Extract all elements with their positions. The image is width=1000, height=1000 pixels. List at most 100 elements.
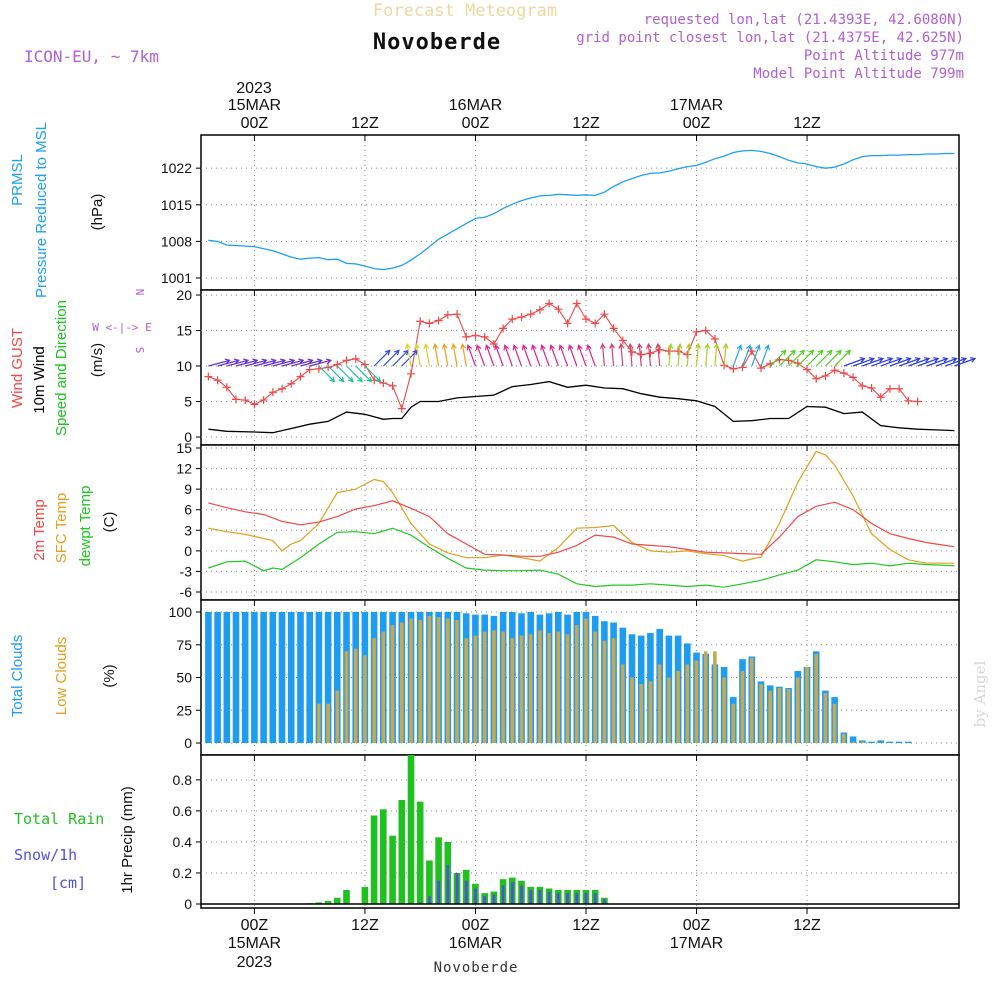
ytick-label-wind-0: 0	[184, 429, 192, 445]
low-cloud-bar-38	[556, 631, 561, 743]
low-cloud-bar-36	[538, 630, 542, 743]
low-cloud-bar-44	[611, 638, 616, 743]
gust-marker-16	[351, 354, 360, 363]
low-cloud-bar-66	[814, 653, 818, 743]
low-cloud-bar-62	[777, 688, 782, 743]
total-cloud-bar-4	[241, 612, 249, 743]
wind-direction-arrow-34	[512, 344, 523, 367]
wind-direction-arrow-1	[217, 358, 240, 367]
bottom-time-label-0: 00Z	[241, 917, 269, 934]
wind-direction-arrow-58	[742, 344, 752, 367]
low-cloud-bar-14	[335, 690, 340, 743]
ytick-label-temperature-7: 15	[176, 440, 192, 456]
wind-direction-arrow-23	[414, 343, 421, 367]
gust-marker-22	[406, 369, 415, 378]
ytick-label-pressure-1: 1008	[161, 233, 192, 249]
total-cloud-bar-7	[269, 612, 277, 743]
gust-marker-27	[453, 310, 462, 319]
snow-bar-27	[557, 893, 560, 904]
low-cloud-bar-18	[372, 638, 376, 743]
gust-marker-1	[213, 376, 222, 385]
wind-direction-arrow-22	[405, 343, 412, 367]
wind-direction-arrow-68	[834, 349, 852, 367]
gust-marker-45	[618, 336, 627, 345]
footer-location: Novoberde	[434, 960, 519, 976]
rain-bar-4	[343, 890, 350, 904]
ytick-label-temperature-6: 12	[176, 461, 192, 477]
ytick-label-temperature-3: 3	[184, 522, 192, 538]
meteogram-title: Forecast Meteogram	[373, 1, 557, 21]
rain-bar-14	[435, 837, 442, 904]
rain-bar-6	[361, 886, 369, 904]
wind-direction-arrow-67	[825, 349, 842, 367]
wind-direction-arrow-18	[373, 349, 391, 367]
gust-marker-66	[812, 374, 821, 383]
requested-coords: requested lon,lat (21.4393E, 42.6080N)	[644, 12, 964, 28]
wind-direction-arrow-3	[235, 358, 259, 367]
low-cloud-bar-32	[501, 631, 505, 743]
wind-direction-arrow-53	[695, 342, 701, 367]
top-time-label-1: 12Z	[351, 115, 379, 132]
wind-direction-arrow-59	[751, 344, 761, 367]
snow-bar-23	[520, 885, 523, 904]
gust-marker-23	[416, 317, 425, 326]
gust-marker-54	[701, 326, 710, 335]
wind-direction-arrow-79	[935, 357, 958, 367]
low-cloud-bar-64	[796, 677, 800, 743]
top-date-label-2: 16MAR	[449, 97, 502, 114]
bottom-time-label-1: 12Z	[351, 917, 379, 934]
wind-direction-arrow-62	[778, 349, 796, 367]
gust-marker-37	[545, 299, 554, 308]
wind-direction-arrow-49	[655, 342, 662, 367]
low-cloud-bar-12	[317, 703, 321, 743]
top-year-label: 2023	[236, 80, 272, 97]
low-cloud-bar-47	[639, 684, 643, 743]
wind-direction-arrow-72	[871, 357, 894, 367]
ytick-label-temperature-2: 0	[184, 543, 192, 559]
wind-direction-arrow-26	[441, 343, 449, 367]
top-time-label-0: 00Z	[241, 115, 269, 132]
ytick-label-clouds-1: 25	[176, 702, 192, 718]
snow-label: Snow/1h	[14, 846, 77, 864]
panel-temperature: -6 -3 0 3 6 9 12 15	[176, 440, 960, 601]
low-cloud-bar-15	[344, 651, 349, 743]
gust-marker-75	[895, 384, 904, 393]
gust-marker-7	[268, 388, 277, 397]
model-altitude: Model Point Altitude 799m	[753, 66, 964, 82]
sfc-temp-line	[208, 450, 955, 564]
snow-bar-30	[584, 893, 588, 904]
gust-marker-68	[830, 366, 839, 375]
wind-direction-arrow-45	[618, 342, 625, 367]
ytick-label-clouds-3: 75	[176, 637, 192, 653]
gust-marker-76	[904, 396, 913, 405]
wind-direction-arrow-6	[263, 358, 287, 367]
low-cloud-bar-22	[409, 618, 413, 743]
wind-direction-arrow-14	[336, 365, 354, 383]
pressure-unit: (hPa)	[89, 194, 106, 231]
low-cloud-bar-46	[630, 677, 634, 743]
wind-direction-arrow-31	[485, 344, 495, 367]
gust-marker-48	[646, 349, 655, 358]
snow-bar-19	[483, 896, 486, 904]
gust-marker-71	[858, 381, 867, 390]
compass-west-east: W <-|-> E	[92, 321, 152, 334]
gust-marker-67	[821, 371, 830, 380]
gust-marker-73	[876, 393, 885, 402]
wind-direction-arrow-5	[254, 358, 277, 367]
top-time-label-5: 12Z	[793, 115, 821, 132]
low-cloud-bar-71	[860, 741, 865, 743]
gust-marker-41	[581, 315, 590, 324]
wind-direction-arrow-41	[577, 344, 587, 367]
low-cloud-bar-13	[326, 703, 330, 743]
gust-marker-40	[572, 299, 581, 308]
wind-direction-arrow-44	[609, 342, 615, 367]
low-cloud-bar-17	[363, 655, 367, 743]
gust-marker-6	[259, 396, 268, 405]
low-cloud-bar-25	[436, 617, 441, 743]
direction-label: Speed and Direction	[53, 300, 70, 436]
low-cloud-bar-37	[547, 633, 551, 743]
low-cloud-bar-60	[759, 684, 763, 743]
snow-bar-32	[603, 899, 606, 904]
